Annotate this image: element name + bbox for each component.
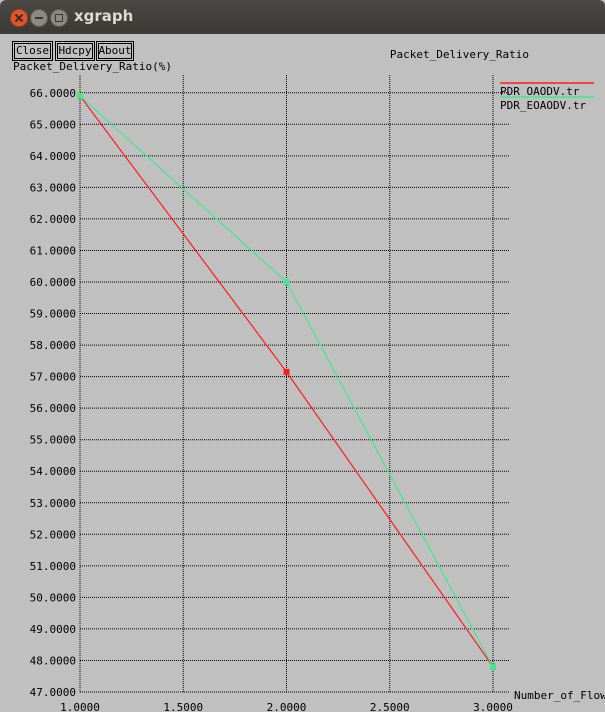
- y-tick-label: 50.0000: [30, 591, 76, 604]
- y-tick-label: 64.0000: [30, 150, 76, 163]
- window-maximize-icon[interactable]: [50, 9, 68, 27]
- y-tick-label: 62.0000: [30, 213, 76, 226]
- x-tick-label: 1.5000: [163, 701, 203, 712]
- y-tick-label: 53.0000: [30, 497, 76, 510]
- y-tick-label: 52.0000: [30, 528, 76, 541]
- y-tick-label: 47.0000: [30, 686, 76, 699]
- window-minimize-icon[interactable]: [30, 9, 48, 27]
- about-button[interactable]: About: [96, 41, 134, 61]
- y-tick-label: 66.0000: [30, 87, 76, 100]
- window-title: xgraph: [74, 7, 134, 25]
- y-tick-label: 61.0000: [30, 244, 76, 257]
- series-group: [77, 92, 496, 670]
- y-tick-label: 63.0000: [30, 181, 76, 194]
- window-close-icon[interactable]: [10, 9, 28, 27]
- y-tick-label: 55.0000: [30, 434, 76, 447]
- x-axis-label: Number_of_Flows: [514, 689, 605, 702]
- x-tick-label: 1.0000: [60, 701, 100, 712]
- y-tick-label: 54.0000: [30, 465, 76, 478]
- chart-title: Packet_Delivery_Ratio: [390, 48, 529, 61]
- data-point: [77, 92, 83, 99]
- legend-label: PDR_OAODV.tr: [500, 85, 580, 98]
- x-tick-label: 3.0000: [473, 701, 513, 712]
- grid: [79, 75, 510, 693]
- y-tick-label: 51.0000: [30, 560, 76, 573]
- title-bar[interactable]: xgraph: [0, 0, 605, 34]
- y-axis-label: Packet_Delivery_Ratio(%): [13, 60, 172, 73]
- hardcopy-button[interactable]: Hdcpy: [55, 41, 95, 61]
- legend-label: PDR_EOAODV.tr: [500, 99, 586, 112]
- x-tick-label: 2.5000: [370, 701, 410, 712]
- x-tick-label: 2.0000: [267, 701, 307, 712]
- y-tick-label: 58.0000: [30, 339, 76, 352]
- close-button[interactable]: Close: [12, 41, 53, 61]
- y-tick-label: 59.0000: [30, 308, 76, 321]
- axes: 47.0000 48.0000 49.0000 50.0000 51.0000 52.00…: [30, 87, 513, 712]
- y-tick-label: 60.0000: [30, 276, 76, 289]
- y-tick-label: 56.0000: [30, 402, 76, 415]
- y-tick-label: 48.0000: [30, 654, 76, 667]
- data-point: [283, 368, 290, 375]
- y-tick-label: 65.0000: [30, 118, 76, 131]
- y-tick-label: 57.0000: [30, 371, 76, 384]
- data-point: [490, 663, 496, 670]
- y-tick-label: 49.0000: [30, 623, 76, 636]
- data-point: [283, 279, 290, 285]
